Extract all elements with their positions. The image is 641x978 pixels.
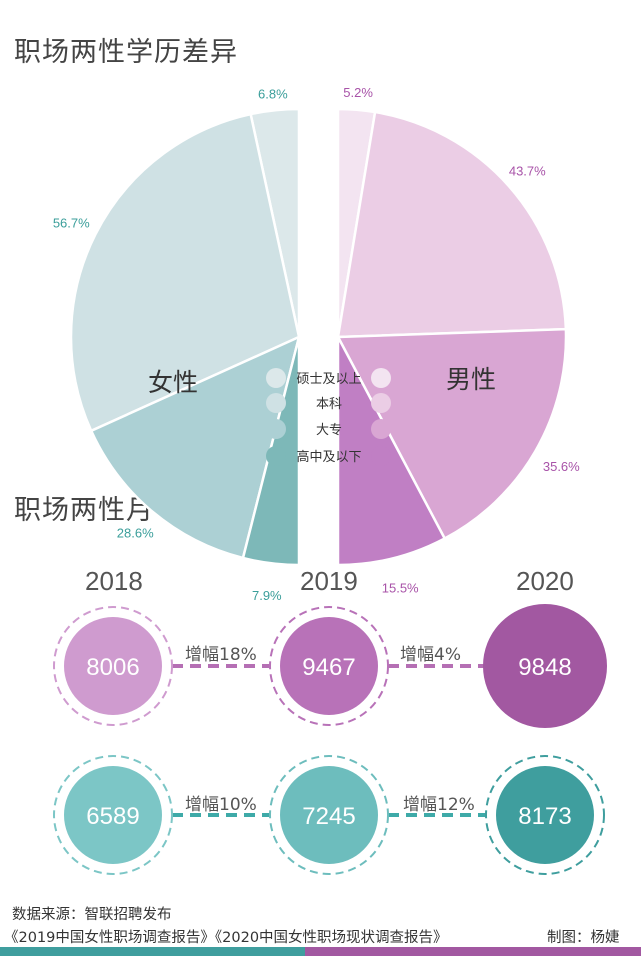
- male-label: 男性: [446, 365, 497, 394]
- income-dot-1-2: [496, 766, 594, 864]
- legend-female-swatch-1: [266, 393, 286, 413]
- legend-male-swatch-2: [371, 419, 391, 439]
- male-value-label-0: 5.2%: [343, 85, 373, 100]
- credit-text: 制图：杨婕: [547, 930, 620, 946]
- education-title: 职场两性学历差异: [14, 37, 238, 68]
- legend-label-3: 高中及以下: [296, 449, 361, 465]
- income-dot-0-0: [64, 617, 162, 715]
- legend-label-0: 硕士及以上: [296, 372, 361, 387]
- male-slice-2: [335, 327, 568, 541]
- male-value-label-2: 35.6%: [543, 459, 580, 474]
- male-value-label-1: 43.7%: [509, 164, 546, 179]
- footer-bar-teal: [0, 947, 305, 956]
- male-growth-1: 增幅10%: [185, 795, 257, 815]
- income-ring-0-0: [53, 606, 173, 726]
- income-dot-1-0: [64, 766, 162, 864]
- income-ring-1-0: [53, 755, 173, 875]
- footer-bar-purple: [305, 947, 641, 956]
- source-text: 数据来源：智联招聘发布: [12, 907, 172, 923]
- income-ring-0-2: [483, 604, 607, 728]
- income-ring-1-2: [485, 755, 605, 875]
- legend-label-1: 本科: [316, 397, 342, 412]
- income-ring-0-1: [269, 606, 389, 726]
- legend-label-2: 大专: [316, 423, 342, 438]
- income-value-1-2: 8173: [518, 803, 571, 830]
- legend-female-swatch-0: [266, 368, 286, 388]
- female-value-label-3: 7.9%: [252, 588, 282, 603]
- legend-male-swatch-0: [371, 368, 391, 388]
- report-names: 《2019中国女性职场调查报告》《2020中国女性职场现状调查报告》: [4, 930, 448, 946]
- female-slice-2: [89, 334, 301, 560]
- income-dot-0-1: [280, 617, 378, 715]
- year-label-2020: 2020: [516, 566, 574, 596]
- legend-female-swatch-2: [266, 419, 286, 439]
- income-dot-1-1: [280, 766, 378, 864]
- legend-male-swatch-1: [371, 393, 391, 413]
- income-ring-1-1: [269, 755, 389, 875]
- male-growth-2: 增幅12%: [403, 795, 475, 815]
- female-slice-1: [69, 112, 301, 433]
- female-value-label-2: 28.6%: [117, 525, 154, 540]
- legend-female-swatch-3: [266, 446, 286, 466]
- legend-male-swatch-3: [371, 446, 391, 466]
- income-value-1-0: 6589: [86, 803, 139, 830]
- female-value-label-1: 56.7%: [53, 215, 90, 230]
- income-value-1-1: 7245: [302, 803, 355, 830]
- male-value-label-3: 15.5%: [382, 580, 419, 595]
- female-growth-1: 增幅18%: [185, 645, 257, 665]
- female-label: 女性: [148, 368, 199, 397]
- year-label-2018: 2018: [85, 566, 143, 596]
- income-value-0-1: 9467: [302, 654, 355, 681]
- female-value-label-0: 6.8%: [258, 86, 288, 101]
- income-value-0-0: 8006: [86, 654, 139, 681]
- male-slice-3: [336, 336, 447, 567]
- female-growth-2: 增幅4%: [400, 645, 461, 665]
- year-label-2019: 2019: [300, 566, 358, 596]
- income-value-0-2: 9848: [518, 654, 571, 681]
- male-slice-1: [336, 110, 568, 339]
